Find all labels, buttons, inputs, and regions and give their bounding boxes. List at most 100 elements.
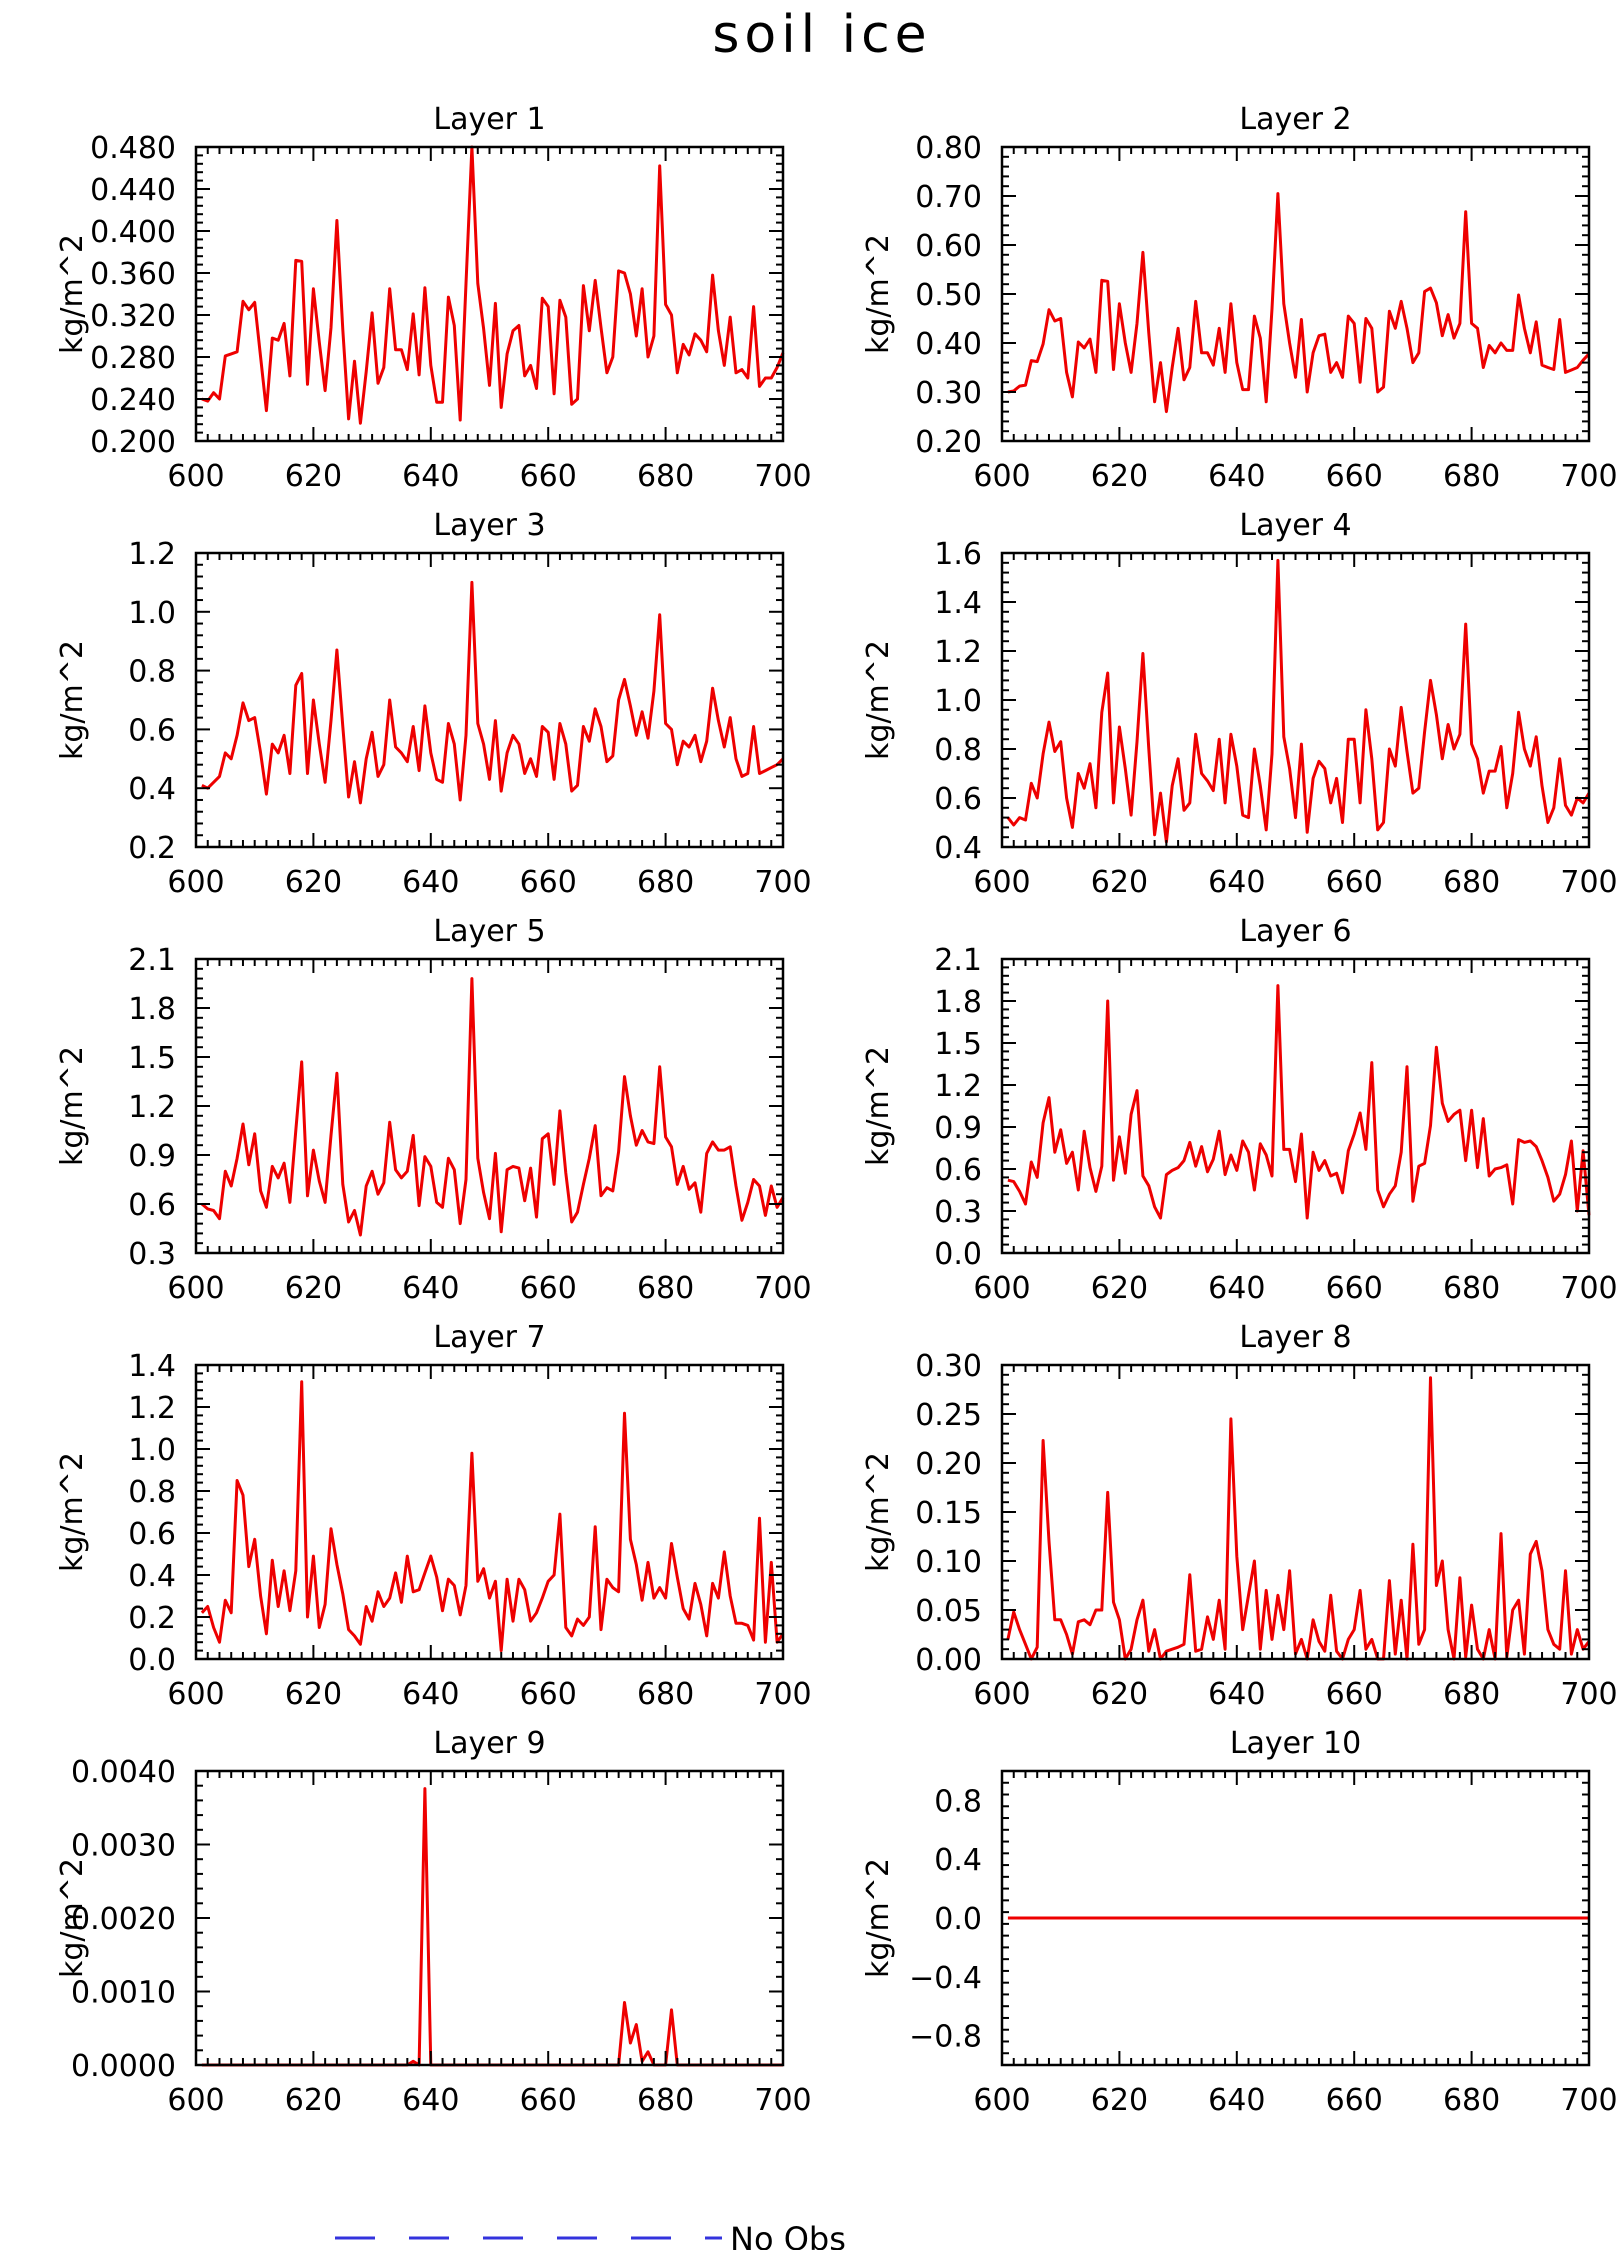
chart-panel-3: Layer 3 kg/m^2 600 620 640 660 680 700 0.2 0.4 0.6… (55, 508, 812, 900)
chart-panel-7: Layer 7 kg/m^2 600 620 640 660 680 700 0.0 0.2 0.4… (55, 1320, 812, 1712)
x-tick-label: 660 (520, 2083, 577, 2118)
x-tick-label: 640 (1208, 1271, 1265, 1306)
x-tick-label: 660 (520, 865, 577, 900)
y-tick-label: 0.4 (128, 1559, 176, 1594)
x-tick-label: 640 (1208, 1677, 1265, 1712)
y-tick-label: 0.0010 (71, 1976, 176, 2011)
series-line (1006, 558, 1591, 844)
x-tick-label: 680 (637, 1271, 694, 1306)
y-tick-label: 0.8 (934, 733, 982, 768)
x-tick-label: 600 (167, 1271, 224, 1306)
x-tick-label: 680 (1443, 865, 1500, 900)
y-tick-label: 0.00 (915, 1643, 982, 1678)
x-tick-label: 620 (1091, 459, 1148, 494)
y-axis-label: kg/m^2 (55, 640, 90, 760)
y-tick-label: 0.8 (128, 655, 176, 690)
y-tick-label: 0.4 (128, 772, 176, 807)
y-axis-label: kg/m^2 (55, 234, 90, 354)
y-tick-label: 1.5 (934, 1027, 982, 1062)
panel-title: Layer 2 (1239, 102, 1351, 137)
legend-label: No Obs (730, 2220, 846, 2250)
y-tick-label: 0.15 (915, 1496, 982, 1531)
y-tick-label: 1.0 (934, 684, 982, 719)
x-tick-label: 620 (1091, 1677, 1148, 1712)
x-tick-label: 700 (1560, 2083, 1617, 2118)
x-tick-label: 620 (285, 1271, 342, 1306)
x-tick-label: 620 (285, 459, 342, 494)
x-tick-label: 660 (520, 1271, 577, 1306)
y-tick-label: 0.0000 (71, 2049, 176, 2084)
legend: No Obs (335, 2220, 846, 2250)
y-tick-label: 0.8 (934, 1784, 982, 1819)
y-tick-label: 0.9 (128, 1139, 176, 1174)
y-tick-label: 0.6 (934, 782, 982, 817)
x-tick-label: 620 (1091, 865, 1148, 900)
x-tick-label: 640 (402, 865, 459, 900)
y-tick-label: 0.0 (128, 1643, 176, 1678)
x-tick-label: 680 (1443, 1677, 1500, 1712)
x-tick-label: 700 (754, 865, 811, 900)
panel-title: Layer 5 (433, 914, 545, 949)
panel-title: Layer 10 (1230, 1726, 1361, 1761)
y-tick-label: 0.50 (915, 278, 982, 313)
y-tick-label: 1.0 (128, 596, 176, 631)
x-tick-label: 680 (1443, 459, 1500, 494)
y-axis-label: kg/m^2 (861, 640, 896, 760)
x-tick-label: 680 (1443, 1271, 1500, 1306)
x-tick-label: 600 (973, 2083, 1030, 2118)
x-tick-label: 600 (167, 1677, 224, 1712)
y-tick-label: 1.6 (934, 537, 982, 572)
x-tick-label: 600 (973, 1677, 1030, 1712)
y-tick-label: 2.1 (934, 943, 982, 978)
series-line (201, 145, 785, 425)
y-tick-label: 1.2 (934, 1069, 982, 1104)
y-tick-label: 0.0 (934, 1902, 982, 1937)
y-tick-label: 0.3 (934, 1195, 982, 1230)
x-tick-label: 660 (1326, 1677, 1383, 1712)
y-tick-label: 0.4 (934, 1843, 982, 1878)
x-tick-label: 640 (402, 1677, 459, 1712)
y-tick-label: 0.360 (90, 257, 176, 292)
series-line (1007, 192, 1591, 414)
y-tick-label: 0.400 (90, 215, 176, 250)
x-tick-label: 620 (1091, 1271, 1148, 1306)
x-tick-label: 680 (1443, 2083, 1500, 2118)
x-tick-label: 660 (1326, 459, 1383, 494)
y-tick-label: 1.0 (128, 1433, 176, 1468)
x-tick-label: 640 (1208, 2083, 1265, 2118)
y-tick-label: 0.6 (128, 1188, 176, 1223)
chart-panel-6: Layer 6 kg/m^2 600 620 640 660 680 700 0.0 0.3 0.6… (861, 914, 1618, 1306)
y-tick-label: 1.2 (128, 537, 176, 572)
x-tick-label: 700 (754, 1677, 811, 1712)
x-tick-label: 640 (402, 1271, 459, 1306)
x-tick-label: 700 (754, 459, 811, 494)
x-tick-label: 640 (1208, 459, 1265, 494)
chart-panel-1: Layer 1 kg/m^2 600 620 640 660 680 700 0.200 0.24… (55, 102, 812, 494)
x-tick-label: 660 (520, 459, 577, 494)
x-tick-label: 660 (1326, 2083, 1383, 2118)
y-tick-label: 0.6 (934, 1153, 982, 1188)
chart-panel-10: Layer 10 kg/m^2 600 620 640 660 680 700 −0.8 −0.4… (861, 1726, 1618, 2118)
x-tick-label: 600 (167, 459, 224, 494)
panel-title: Layer 3 (433, 508, 545, 543)
figure-title: soil ice (712, 5, 931, 65)
x-tick-label: 600 (973, 1271, 1030, 1306)
y-tick-label: 0.6 (128, 1517, 176, 1552)
y-tick-label: 0.0020 (71, 1902, 176, 1937)
y-tick-label: 1.2 (128, 1090, 176, 1125)
x-tick-label: 660 (1326, 865, 1383, 900)
y-tick-label: 0.3 (128, 1237, 176, 1272)
chart-panel-5: Layer 5 kg/m^2 600 620 640 660 680 700 0.3 0.6 0.9… (55, 914, 812, 1306)
y-tick-label: 0.280 (90, 341, 176, 376)
y-axis-label: kg/m^2 (861, 1858, 896, 1978)
y-tick-label: 0.4 (934, 831, 982, 866)
x-tick-label: 600 (973, 865, 1030, 900)
x-tick-label: 660 (1326, 1271, 1383, 1306)
y-tick-label: −0.8 (909, 2020, 982, 2055)
y-tick-label: 0.60 (915, 229, 982, 264)
y-tick-label: 0.25 (915, 1398, 982, 1433)
y-axis-label: kg/m^2 (55, 1046, 90, 1166)
y-tick-label: 0.30 (915, 376, 982, 411)
x-tick-label: 680 (637, 459, 694, 494)
